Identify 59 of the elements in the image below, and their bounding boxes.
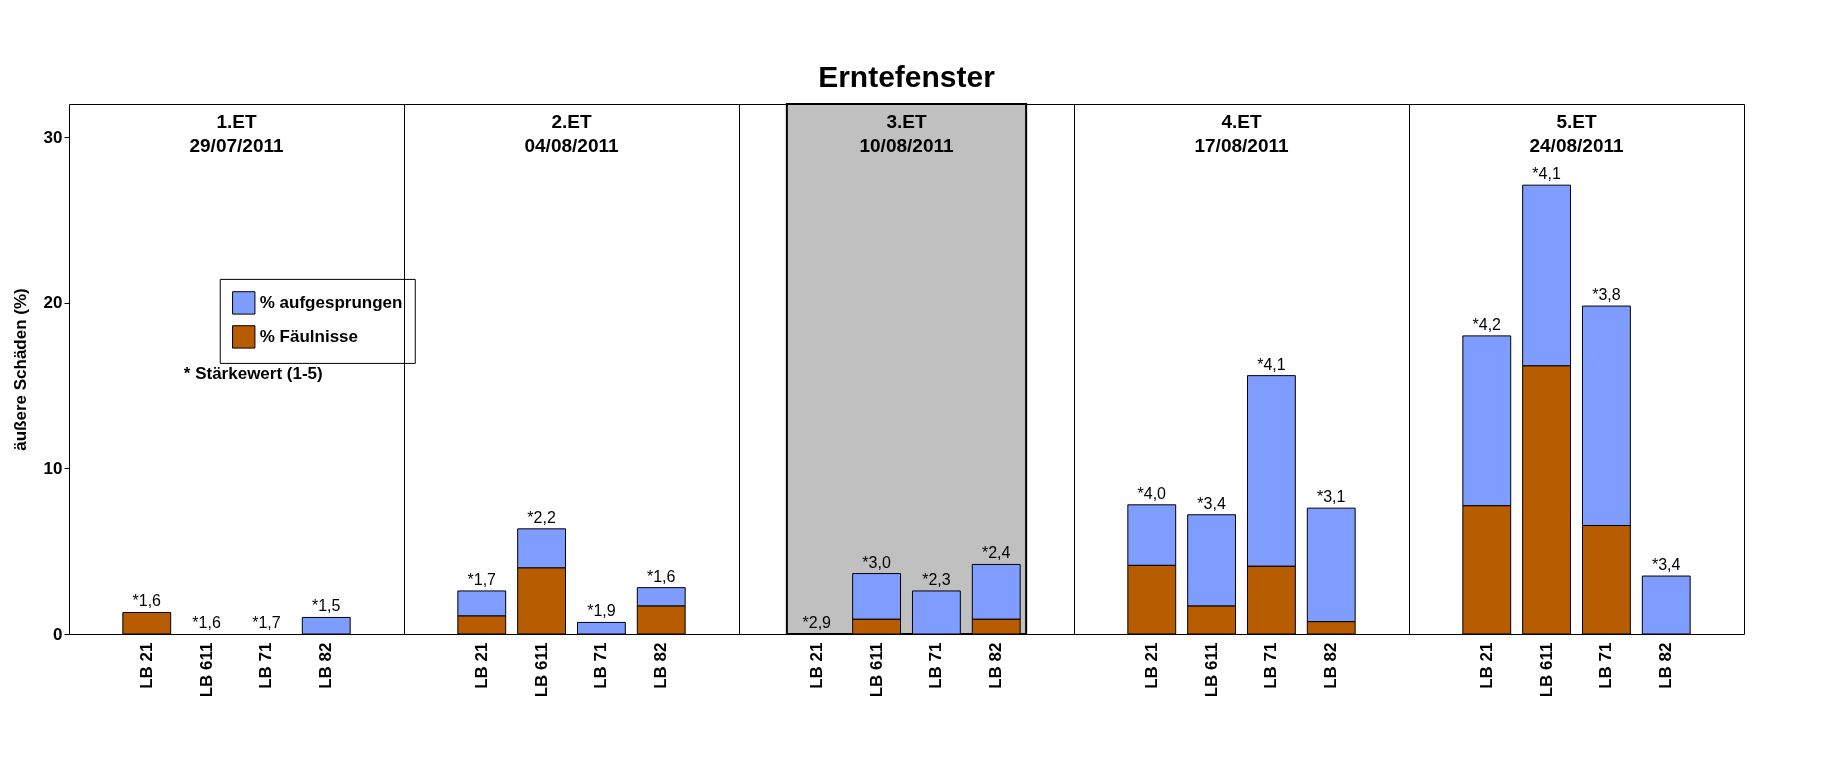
x-tick-label: LB 21 <box>1476 642 1496 689</box>
text: *3,0 <box>862 553 891 571</box>
chart-title: 1.ET <box>216 111 257 132</box>
y-tick-label: 0 <box>53 624 63 644</box>
chart-title: 4.ET <box>1221 111 1262 132</box>
text: *1,6 <box>192 614 221 631</box>
legend-label: % Fäulnisse <box>259 326 359 346</box>
x-tick-label: LB 82 <box>1656 642 1676 689</box>
x-tick-label: LB 82 <box>986 642 1006 689</box>
x-tick-label: LB 82 <box>1321 642 1341 689</box>
text: *4,1 <box>1532 165 1561 183</box>
text: *3,8 <box>1592 286 1621 304</box>
text: *2,9 <box>802 614 831 631</box>
y-axis-title: äußere Schäden (%) <box>10 288 30 451</box>
x-tick-label: LB 611 <box>1536 642 1556 698</box>
x-tick-label: LB 71 <box>1596 642 1616 689</box>
text: *1,6 <box>647 567 676 585</box>
text: *1,9 <box>587 602 616 620</box>
legend-label: % aufgesprungen <box>259 292 403 312</box>
x-tick-label: LB 71 <box>591 642 611 689</box>
x-tick-label: LB 611 <box>196 642 216 698</box>
x-tick-label: LB 611 <box>866 642 886 698</box>
chart-title: 3.ET <box>886 111 927 132</box>
x-tick-label: LB 71 <box>926 642 946 689</box>
x-tick-label: LB 611 <box>531 642 551 698</box>
text: 10/08/2011 <box>859 135 954 156</box>
text: *2,2 <box>527 508 556 526</box>
text: *1,5 <box>312 597 341 615</box>
text: *4,1 <box>1257 355 1286 373</box>
text: *1,7 <box>252 614 281 631</box>
chart-title: 5.ET <box>1556 111 1597 132</box>
x-tick-label: LB 21 <box>471 642 491 689</box>
x-tick-label: LB 21 <box>806 642 826 689</box>
x-tick-label: LB 71 <box>256 642 276 689</box>
x-tick-label: LB 21 <box>1141 642 1161 689</box>
x-tick-label: LB 71 <box>1261 642 1281 689</box>
x-tick-label: LB 82 <box>316 642 336 689</box>
band-label: Erntefenster <box>818 60 996 93</box>
annotation: * Stärkewert (1-5) <box>183 364 323 384</box>
text: 04/08/2011 <box>524 135 619 156</box>
text: *3,4 <box>1197 494 1226 512</box>
y-tick-label: 30 <box>43 127 63 147</box>
x-tick-label: LB 611 <box>1201 642 1221 698</box>
x-tick-label: LB 21 <box>136 642 156 689</box>
text: *3,4 <box>1652 556 1681 574</box>
y-tick-label: 20 <box>43 293 63 313</box>
text: 17/08/2011 <box>1194 135 1289 156</box>
text: 29/07/2011 <box>189 135 284 156</box>
text: *2,3 <box>922 570 951 588</box>
text: *1,6 <box>132 592 161 610</box>
text: *1,7 <box>467 570 496 588</box>
text: *4,2 <box>1472 315 1501 333</box>
chart-title: 2.ET <box>551 111 592 132</box>
text: 24/08/2011 <box>1529 135 1624 156</box>
text: *2,4 <box>982 544 1011 562</box>
y-tick-label: 10 <box>43 458 63 478</box>
text: *3,1 <box>1317 488 1346 506</box>
x-tick-label: LB 82 <box>651 642 671 689</box>
text: *4,0 <box>1137 484 1166 502</box>
